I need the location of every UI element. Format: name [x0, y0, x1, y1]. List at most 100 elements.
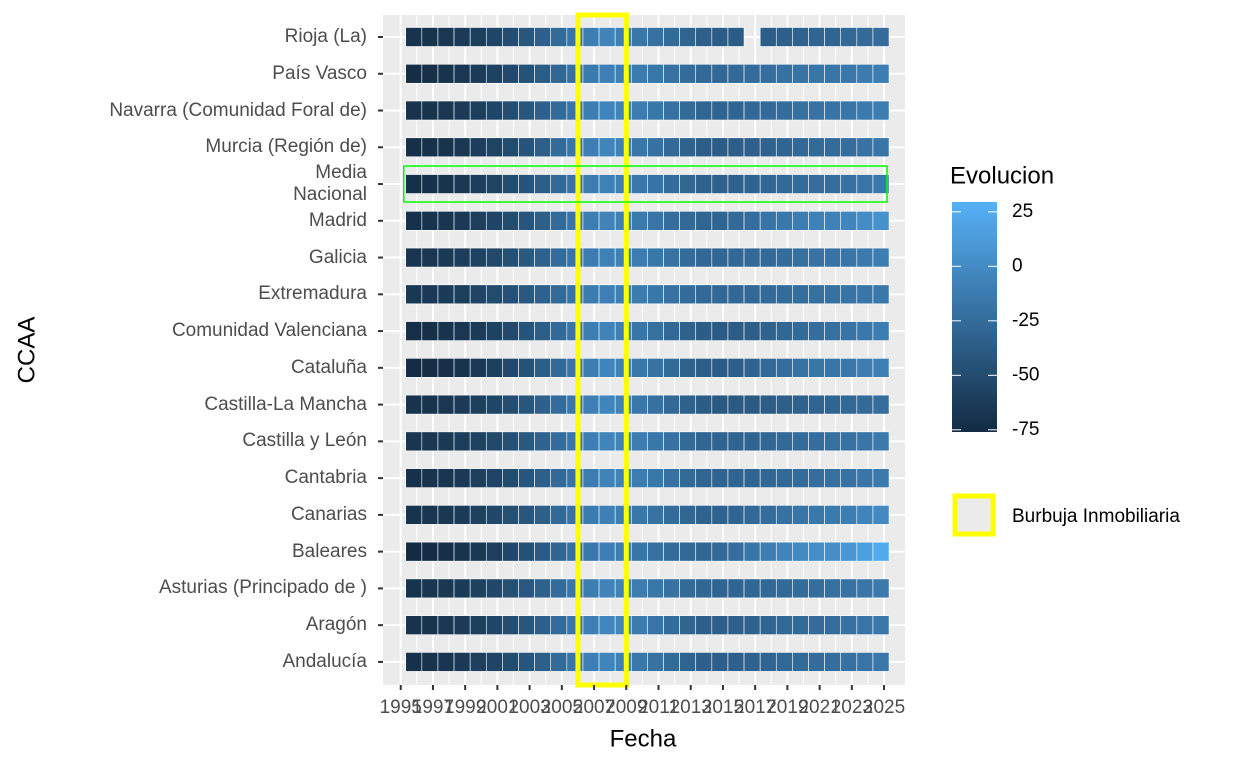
tile [759, 652, 777, 672]
tile [840, 211, 858, 231]
tile [405, 468, 423, 488]
y-tick-label: Navarra (Comunidad Foral de) [109, 99, 367, 121]
tile [566, 321, 584, 341]
tile [808, 100, 825, 121]
tile [856, 468, 874, 488]
tile [453, 321, 471, 341]
y-tick-label: Extremadura [258, 283, 367, 305]
tile [614, 541, 632, 562]
tile [824, 284, 842, 305]
tile [518, 358, 535, 378]
tile [405, 394, 423, 415]
tile [453, 174, 471, 194]
tile [792, 27, 809, 47]
tile [840, 137, 858, 158]
tile [502, 27, 519, 47]
tile [469, 394, 487, 415]
tile [614, 137, 632, 158]
tile [566, 615, 584, 635]
tile [663, 652, 680, 672]
tile [775, 211, 793, 231]
tile [679, 137, 697, 158]
tile [679, 578, 697, 599]
tile [743, 468, 761, 488]
tile [630, 468, 648, 488]
colorbar-tick-label: 0 [1012, 255, 1023, 276]
tile [485, 615, 503, 635]
tile [566, 358, 584, 378]
tile [679, 541, 697, 562]
tile [824, 431, 842, 452]
tile [792, 578, 809, 599]
tile [679, 247, 697, 268]
tile [453, 211, 471, 231]
tile [582, 174, 600, 194]
tile [630, 137, 648, 158]
tile [630, 174, 648, 194]
tile [518, 174, 535, 194]
tile [647, 394, 664, 415]
tile [679, 431, 697, 452]
tile [485, 358, 503, 378]
tile [711, 541, 729, 562]
y-tick-label: Cataluña [290, 356, 367, 378]
tile [808, 321, 825, 341]
tile [566, 468, 584, 488]
tile [614, 468, 632, 488]
tile [469, 284, 487, 305]
tile [743, 541, 761, 562]
tile [437, 358, 455, 378]
tile [614, 211, 632, 231]
tile [759, 137, 777, 158]
tile [566, 27, 584, 47]
tile [727, 615, 745, 635]
tile [792, 431, 809, 452]
tile [469, 247, 487, 268]
tile [469, 174, 487, 194]
tile [550, 321, 568, 341]
tile [759, 211, 777, 231]
tile [663, 431, 680, 452]
tile [566, 211, 584, 231]
tile [711, 27, 729, 47]
tile [534, 541, 552, 562]
tile [711, 137, 729, 158]
tile [663, 358, 680, 378]
tile [518, 394, 535, 415]
tile [582, 137, 600, 158]
tile [647, 431, 664, 452]
tile [743, 247, 761, 268]
tile [775, 137, 793, 158]
tile [711, 63, 729, 84]
tile [679, 211, 697, 231]
tile [534, 468, 552, 488]
tile [647, 137, 664, 158]
tile [630, 284, 648, 305]
tile [405, 358, 423, 378]
tile [405, 652, 423, 672]
tile [808, 27, 825, 47]
tile [534, 394, 552, 415]
tile [518, 468, 535, 488]
tile [437, 394, 455, 415]
tile [872, 247, 890, 268]
tile [727, 27, 745, 47]
tile [437, 505, 455, 525]
tile [630, 321, 648, 341]
tile [663, 137, 680, 158]
tile [485, 27, 503, 47]
tile [534, 27, 552, 47]
tile [872, 615, 890, 635]
tile [856, 174, 874, 194]
tile [872, 27, 890, 47]
x-tick-label: 2007 [573, 697, 615, 718]
x-tick-label: 2023 [831, 697, 873, 718]
tile [421, 247, 439, 268]
tile [856, 358, 874, 378]
tile [598, 394, 616, 415]
x-tick-label: 2003 [508, 697, 550, 718]
tile [727, 652, 745, 672]
tile [502, 394, 519, 415]
tile [679, 468, 697, 488]
tile [614, 615, 632, 635]
